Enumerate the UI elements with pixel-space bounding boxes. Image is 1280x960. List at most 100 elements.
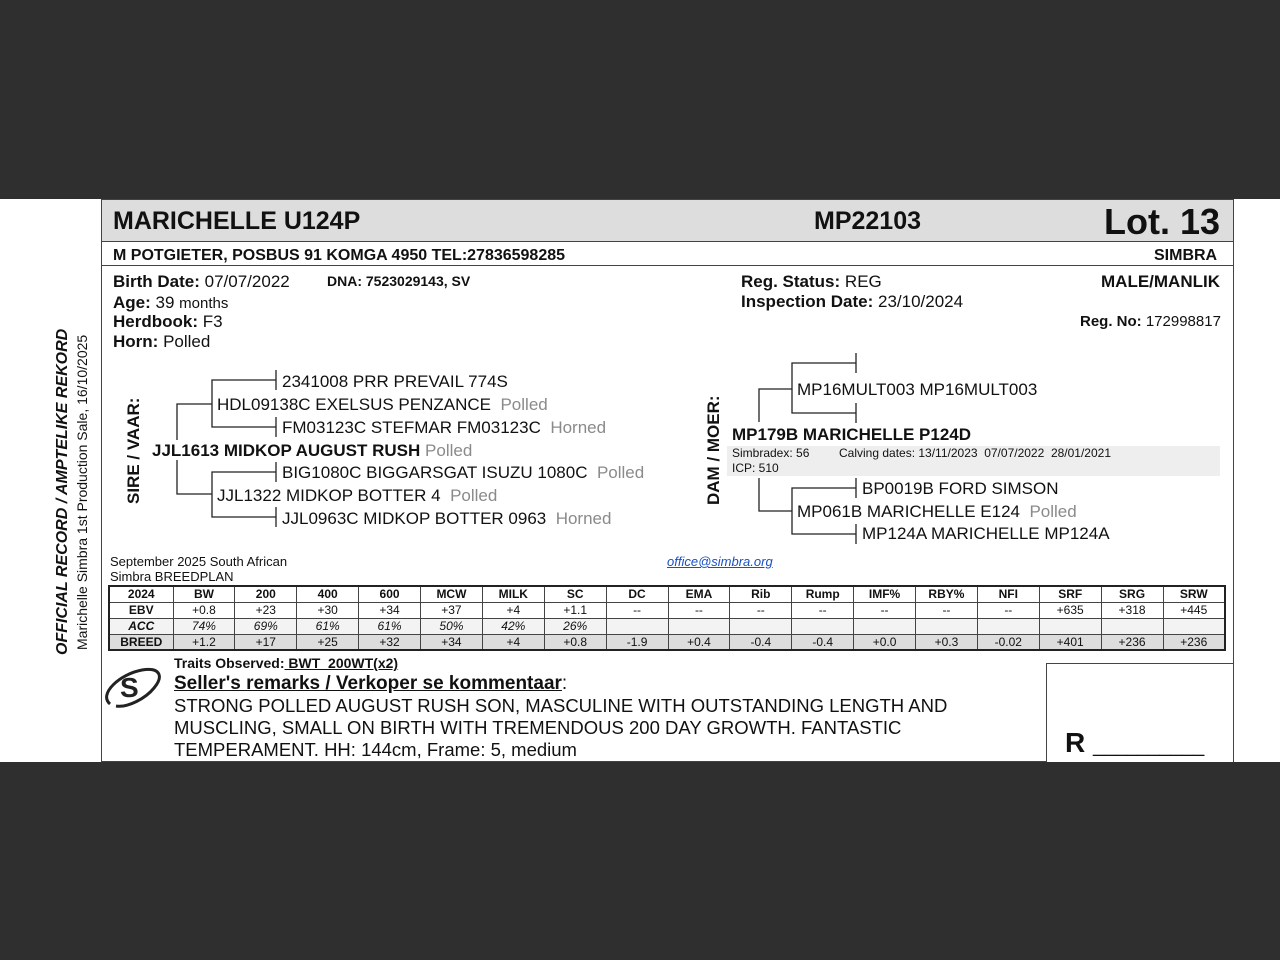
table-cell: +1.2 [172, 633, 236, 651]
table-cell [976, 617, 1040, 635]
column-header: 2024 [108, 585, 174, 603]
horn: Horned [550, 418, 607, 437]
table-cell: -- [915, 601, 978, 619]
table-cell [915, 617, 978, 635]
label: Traits Observed: [174, 655, 285, 671]
breedplan-title-1: September 2025 South African [110, 554, 288, 569]
sire-sire-dam: FM03123C STEFMAR FM03123C Horned [282, 418, 606, 438]
table-cell [791, 617, 855, 635]
table-cell: 61% [358, 617, 421, 635]
column-header: Rump [791, 585, 855, 603]
table-cell: -0.02 [976, 633, 1040, 651]
value: 23/10/2024 [877, 292, 964, 311]
table-cell [667, 617, 731, 635]
table-cell: +0.3 [915, 633, 978, 651]
unit: months [179, 295, 229, 312]
animal-id: MP22103 [814, 207, 922, 235]
breedplan-title-2: Simbra BREEDPLAN [110, 569, 234, 584]
table-cell: +23 [234, 601, 298, 619]
table-cell: +4 [481, 633, 545, 651]
table-cell: 61% [296, 617, 360, 635]
column-header: SRF [1038, 585, 1102, 603]
column-header: SRW [1162, 585, 1226, 603]
value: 172998817 [1145, 313, 1221, 330]
table-cell: -0.4 [791, 633, 855, 651]
table-cell: +30 [296, 601, 360, 619]
remarks-line: MUSCLING, SMALL ON BIRTH WITH TREMENDOUS… [174, 717, 902, 738]
label: Age: [113, 293, 151, 312]
table-cell [1100, 617, 1164, 635]
calving-dates: Calving dates: 13/11/2023 07/07/2022 28/… [839, 446, 1111, 460]
remarks-title: Seller's remarks / Verkoper se kommentaa… [174, 673, 567, 695]
sex: MALE/MANLIK [1101, 272, 1220, 291]
column-header: 400 [296, 585, 360, 603]
horn: Horned [555, 509, 612, 528]
table-row-breed: BREED +1.2 +17 +25 +32 +34 +4 +0.8 -1.9 +0.4 -0.4-… [108, 633, 1226, 651]
table-cell: +635 [1038, 601, 1102, 619]
reg-no: Reg. No: 172998817 [1080, 313, 1221, 330]
herdbook: Herdbook: F3 [113, 312, 223, 332]
table-cell: -0.4 [729, 633, 793, 651]
table-cell: 74% [172, 617, 236, 635]
dam-dam-sire: BP0019B FORD SIMSON [862, 479, 1059, 498]
sire-dam-sire: BIG1080C BIGGARSGAT ISUZU 1080C Polled [282, 463, 644, 483]
value: BWT 200WT(x2) [284, 655, 399, 671]
table-cell: -- [853, 601, 916, 619]
table-header-row: 2024 BW 200 400 600 MCW MILK SC DC EMA Rib Rump IMF%… [108, 585, 1226, 603]
table-cell: +0.0 [853, 633, 916, 651]
horn: Polled [450, 486, 498, 505]
table-cell: +0.8 [172, 601, 236, 619]
column-header: 200 [234, 585, 298, 603]
table-cell: +34 [420, 633, 483, 651]
name: FM03123C STEFMAR FM03123C [282, 418, 541, 437]
sire: JJL1613 MIDKOP AUGUST RUSH Polled [152, 441, 472, 461]
column-header: DC [605, 585, 669, 603]
sire-sire: HDL09138C EXELSUS PENZANCE Polled [217, 395, 548, 415]
column-header: MILK [481, 585, 545, 603]
price-line[interactable]: __________ [1093, 735, 1205, 757]
table-cell: +32 [358, 633, 421, 651]
value: REG [844, 272, 882, 291]
table-cell: +1.1 [543, 601, 607, 619]
column-header: BW [172, 585, 236, 603]
dam-name: MP179B MARICHELLE P124D [732, 425, 972, 444]
breedplan-table: 2024 BW 200 400 600 MCW MILK SC DC EMA Rib Rump IMF%… [108, 585, 1226, 651]
table-cell: +17 [234, 633, 298, 651]
lot-number: Lot. 13 [1104, 201, 1221, 242]
sire-dam: JJL1322 MIDKOP BOTTER 4 Polled [217, 486, 497, 506]
title: Seller's remarks / Verkoper se kommentaa… [174, 673, 562, 694]
value: Polled [163, 332, 211, 351]
value: 39 [155, 293, 175, 312]
value: 07/07/2022 [204, 272, 290, 291]
horn: Polled [425, 441, 473, 460]
animal-name: MARICHELLE U124P [113, 207, 361, 235]
table-cell: -1.9 [605, 633, 669, 651]
remarks-line: STRONG POLLED AUGUST RUSH SON, MASCULINE… [174, 695, 948, 716]
table-cell: +445 [1162, 601, 1226, 619]
remarks-line: TEMPERAMENT. HH: 144cm, Frame: 5, medium [174, 739, 577, 760]
table-cell [729, 617, 793, 635]
traits-observed: Traits Observed: BWT 200WT(x2) [174, 655, 398, 671]
table-cell: +401 [1038, 633, 1102, 651]
label: Inspection Date: [741, 292, 874, 311]
email-link[interactable]: office@simbra.org [667, 554, 773, 569]
dna: DNA: 7523029143, SV [327, 273, 471, 289]
price-currency: R [1065, 727, 1086, 758]
table-cell: +0.8 [543, 633, 607, 651]
column-header: 600 [358, 585, 421, 603]
colon: : [561, 673, 568, 694]
simbradex: Simbradex: 56 [732, 446, 810, 460]
dam-dam-dam: MP124A MARICHELLE MP124A [862, 524, 1110, 543]
horn: Horn: Polled [113, 332, 210, 352]
label: Reg. Status: [741, 272, 841, 291]
table-row-acc: ACC 74% 69% 61% 61% 50% 42% 26% [108, 617, 1226, 635]
breed: SIMBRA [1154, 247, 1218, 264]
label: Horn: [113, 332, 159, 351]
name: JJL1322 MIDKOP BOTTER 4 [217, 486, 441, 505]
table-cell: +0.4 [667, 633, 731, 651]
header-bar [102, 200, 1233, 242]
column-header: Rib [729, 585, 793, 603]
simbra-logo: S [102, 664, 164, 712]
dam-dam: MP061B MARICHELLE E124 Polled [797, 502, 1077, 522]
table-cell: 50% [420, 617, 483, 635]
